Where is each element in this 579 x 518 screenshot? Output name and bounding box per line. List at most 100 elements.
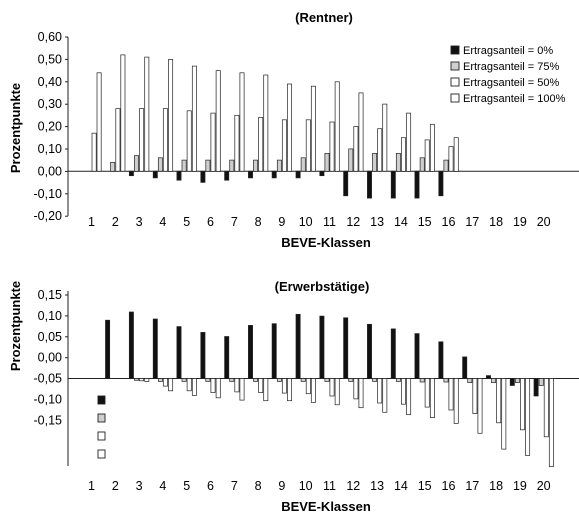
x-tick-label: 12	[346, 479, 360, 493]
bar	[186, 110, 192, 172]
x-tick-label: 1	[88, 479, 95, 493]
y-tick-label: 0,50	[38, 52, 62, 66]
bar	[139, 108, 145, 172]
y-tick-label: -0,10	[34, 393, 63, 407]
bar	[390, 170, 396, 199]
x-tick-label: 19	[513, 479, 527, 493]
y-tick-label: -0,15	[34, 413, 63, 427]
y-tick-label: -0,05	[34, 372, 63, 386]
x-tick-label: 15	[418, 479, 432, 493]
bar	[276, 159, 282, 172]
bar	[239, 378, 245, 401]
bar	[358, 378, 364, 409]
legend-entry: Ertragsanteil = 100%	[463, 93, 566, 105]
bar	[353, 126, 359, 172]
bar	[438, 341, 444, 379]
bar	[348, 148, 354, 172]
legend-swatch	[450, 93, 460, 103]
bar	[390, 328, 396, 379]
x-tick-label: 6	[207, 215, 214, 229]
x-tick-label: 12	[346, 215, 360, 229]
y-tick-label: 0,15	[38, 288, 62, 302]
bar	[229, 378, 235, 382]
bar	[377, 128, 383, 172]
bar	[191, 378, 197, 396]
bar	[276, 378, 282, 382]
bar	[168, 59, 174, 172]
x-tick-label: 14	[394, 215, 408, 229]
legend-swatch	[97, 431, 106, 441]
bar	[152, 318, 158, 379]
x-tick-label: 16	[442, 215, 456, 229]
bar	[443, 159, 449, 172]
bar-series	[91, 54, 459, 199]
bar	[258, 117, 264, 172]
bar	[176, 170, 182, 181]
bar	[329, 378, 335, 397]
bar	[295, 170, 301, 179]
bar	[419, 378, 425, 383]
bar	[200, 170, 206, 183]
x-tick-label: 10	[299, 479, 313, 493]
bar	[348, 378, 354, 382]
x-tick-label: 7	[231, 215, 238, 229]
legend-swatch	[97, 395, 106, 405]
bar	[253, 378, 259, 382]
chart-rentner: (Rentner) Prozentpunkte BEVE-Klassen 0,6…	[8, 10, 579, 250]
x-tick-label: 1	[88, 215, 95, 229]
bar	[139, 378, 145, 382]
bar	[448, 146, 454, 172]
bar	[501, 378, 507, 450]
y-tick-label: 0,40	[38, 75, 62, 89]
x-tick-label: 14	[394, 479, 408, 493]
bar	[533, 378, 539, 397]
bar	[543, 378, 549, 438]
bar	[144, 378, 150, 382]
x-tick-label: 7	[231, 479, 238, 493]
y-tick-label: 0,60	[38, 30, 62, 44]
legend-swatch	[97, 413, 106, 423]
bar	[96, 72, 102, 172]
bar	[186, 378, 192, 392]
y-tick-labels: 0,60 0,50 0,40 0,30 0,20 0,10 0,00 -0,10 -0,20	[34, 30, 63, 223]
legend-entry: Ertragsanteil = 50%	[463, 77, 560, 89]
bar	[329, 121, 335, 172]
bar	[401, 378, 406, 405]
bar	[105, 319, 111, 379]
bar	[128, 170, 134, 177]
legend-swatch	[450, 77, 460, 87]
bar	[548, 378, 554, 467]
bar	[305, 378, 311, 395]
bar	[281, 378, 287, 394]
bar	[157, 157, 163, 172]
bar	[414, 170, 420, 199]
x-tick-label: 5	[183, 479, 190, 493]
bar	[271, 170, 277, 179]
bar	[263, 74, 269, 172]
x-tick-label: 13	[370, 479, 384, 493]
y-tick-label: 0,10	[38, 142, 62, 156]
chart-title: (Rentner)	[295, 10, 353, 25]
bar	[263, 378, 269, 402]
x-tick-label: 20	[537, 215, 551, 229]
x-tick-label: 11	[323, 479, 336, 493]
x-tick-label: 11	[323, 215, 336, 229]
x-tick-label: 3	[136, 479, 143, 493]
bar	[271, 323, 277, 379]
bar	[372, 378, 378, 382]
bar	[395, 153, 401, 172]
x-tick-label: 5	[183, 215, 190, 229]
bar	[343, 170, 349, 197]
bar	[181, 159, 187, 172]
bar	[295, 313, 301, 379]
legend-entry: Ertragsanteil = 75%	[463, 61, 560, 73]
x-tick-label: 8	[255, 215, 262, 229]
bar	[234, 114, 240, 172]
x-axis-label: BEVE-Klassen	[281, 235, 371, 250]
bar	[334, 378, 340, 406]
bar	[406, 112, 412, 172]
bar	[281, 119, 287, 172]
bar	[538, 378, 544, 386]
x-tick-label: 20	[537, 479, 551, 493]
y-tick-label: -0,20	[34, 209, 63, 223]
